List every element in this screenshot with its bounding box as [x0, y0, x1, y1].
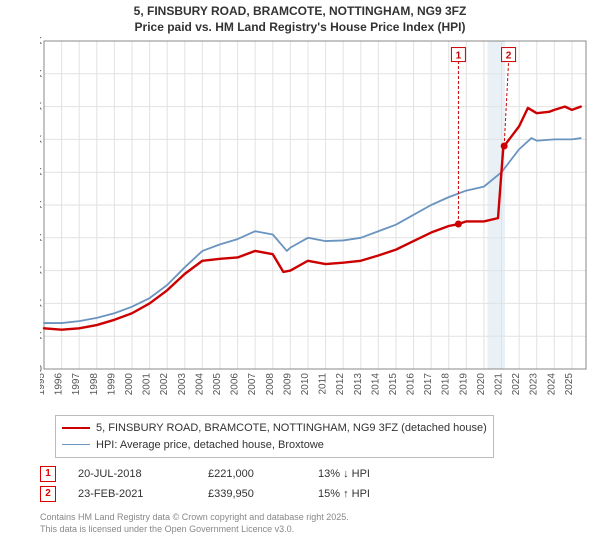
svg-text:2020: 2020 [476, 373, 487, 396]
svg-text:2006: 2006 [230, 373, 241, 396]
title-line2: Price paid vs. HM Land Registry's House … [0, 20, 600, 36]
chart-area: £0£50K£100K£150K£200K£250K£300K£350K£400… [40, 37, 590, 407]
sale-date: 20-JUL-2018 [78, 468, 208, 480]
svg-text:2011: 2011 [318, 373, 329, 395]
svg-text:2005: 2005 [212, 373, 223, 396]
svg-text:2013: 2013 [353, 373, 364, 396]
svg-text:1: 1 [456, 51, 462, 62]
svg-text:1999: 1999 [106, 373, 117, 396]
svg-text:£450K: £450K [40, 69, 42, 80]
svg-text:2001: 2001 [142, 373, 153, 396]
footer: Contains HM Land Registry data © Crown c… [40, 512, 590, 535]
sale-marker-box: 1 [40, 466, 56, 482]
svg-text:£50K: £50K [40, 331, 42, 342]
sale-price: £221,000 [208, 468, 318, 480]
svg-text:2017: 2017 [423, 373, 434, 396]
svg-text:£400K: £400K [40, 102, 42, 113]
sale-date: 23-FEB-2021 [78, 488, 208, 500]
svg-text:2010: 2010 [300, 373, 311, 396]
legend-label: HPI: Average price, detached house, Brox… [96, 437, 324, 454]
sales-row: 2 23-FEB-2021£339,95015% ↑ HPI [40, 484, 590, 504]
svg-text:1997: 1997 [71, 373, 82, 396]
svg-text:2019: 2019 [458, 373, 469, 396]
svg-text:2021: 2021 [494, 373, 505, 396]
svg-text:2008: 2008 [265, 373, 276, 396]
svg-text:2014: 2014 [370, 373, 381, 396]
chart-container: 5, FINSBURY ROAD, BRAMCOTE, NOTTINGHAM, … [0, 0, 600, 560]
title-line1: 5, FINSBURY ROAD, BRAMCOTE, NOTTINGHAM, … [0, 4, 600, 20]
svg-text:2015: 2015 [388, 373, 399, 396]
svg-text:2012: 2012 [335, 373, 346, 396]
svg-text:2009: 2009 [282, 373, 293, 396]
title-block: 5, FINSBURY ROAD, BRAMCOTE, NOTTINGHAM, … [0, 0, 600, 37]
sale-price: £339,950 [208, 488, 318, 500]
svg-text:2025: 2025 [564, 373, 575, 396]
svg-text:2022: 2022 [511, 373, 522, 396]
footer-line2: This data is licensed under the Open Gov… [40, 524, 590, 536]
svg-text:£150K: £150K [40, 266, 42, 277]
footer-line1: Contains HM Land Registry data © Crown c… [40, 512, 590, 524]
svg-text:2018: 2018 [441, 373, 452, 396]
svg-text:1995: 1995 [40, 373, 47, 396]
svg-text:£500K: £500K [40, 37, 42, 47]
legend-row: HPI: Average price, detached house, Brox… [62, 437, 487, 454]
legend-swatch [62, 444, 90, 445]
svg-text:2016: 2016 [406, 373, 417, 396]
svg-text:2024: 2024 [546, 373, 557, 396]
svg-text:£100K: £100K [40, 299, 42, 310]
svg-text:2004: 2004 [194, 373, 205, 396]
svg-text:2003: 2003 [177, 373, 188, 396]
legend-swatch [62, 427, 90, 429]
svg-text:2023: 2023 [529, 373, 540, 396]
plot-svg: £0£50K£100K£150K£200K£250K£300K£350K£400… [40, 37, 590, 397]
svg-text:2002: 2002 [159, 373, 170, 396]
svg-text:£250K: £250K [40, 200, 42, 211]
svg-text:2: 2 [506, 51, 512, 62]
sales-row: 1 20-JUL-2018£221,00013% ↓ HPI [40, 464, 590, 484]
sale-marker-box: 2 [40, 486, 56, 502]
legend-row: 5, FINSBURY ROAD, BRAMCOTE, NOTTINGHAM, … [62, 420, 487, 437]
sale-diff: 15% ↑ HPI [318, 488, 428, 500]
svg-text:£200K: £200K [40, 233, 42, 244]
sales-table: 1 20-JUL-2018£221,00013% ↓ HPI 2 23-FEB-202… [40, 464, 590, 504]
svg-text:£350K: £350K [40, 135, 42, 146]
svg-text:£300K: £300K [40, 167, 42, 178]
legend: 5, FINSBURY ROAD, BRAMCOTE, NOTTINGHAM, … [55, 415, 494, 458]
svg-text:1998: 1998 [89, 373, 100, 396]
sale-diff: 13% ↓ HPI [318, 468, 428, 480]
svg-text:2000: 2000 [124, 373, 135, 396]
svg-text:1996: 1996 [54, 373, 65, 396]
svg-text:2007: 2007 [247, 373, 258, 396]
legend-label: 5, FINSBURY ROAD, BRAMCOTE, NOTTINGHAM, … [96, 420, 487, 437]
